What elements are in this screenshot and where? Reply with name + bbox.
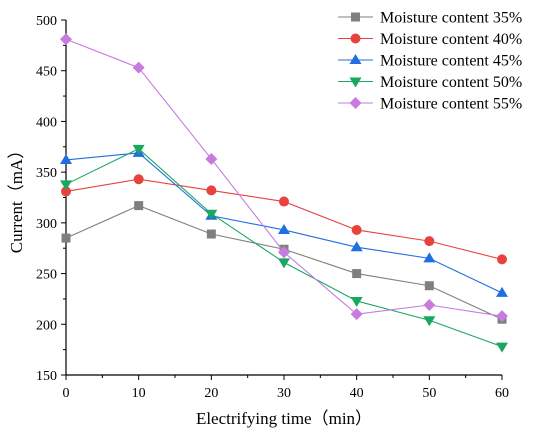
data-point: [60, 153, 72, 164]
series-3: [60, 146, 508, 297]
data-point: [133, 174, 144, 185]
x-tick-label: 50: [422, 386, 436, 401]
x-tick-label: 60: [495, 386, 509, 401]
legend-item: Moisture content 40%: [338, 31, 522, 48]
legend: Moisture content 35% Moisture content 40%…: [338, 10, 522, 113]
data-point: [278, 246, 290, 259]
data-point: [423, 252, 436, 263]
legend-marker: [351, 12, 360, 22]
y-tick-label: 350: [36, 166, 57, 181]
axes: 0 10 20 30 40 50 60 150 200 250 300 350 400 450 500: [36, 14, 509, 401]
series-line: [65, 152, 503, 294]
y-tick-label: 500: [36, 14, 57, 29]
legend-item: Moisture content 35%: [338, 10, 522, 27]
data-point: [423, 316, 436, 327]
data-point: [61, 233, 71, 243]
legend-marker: [349, 77, 362, 88]
data-point: [350, 241, 363, 252]
series-2: [61, 174, 507, 265]
legend-item: Moisture content 45%: [338, 53, 522, 70]
data-point: [132, 144, 145, 155]
data-point: [206, 185, 217, 196]
x-tick-label: 20: [204, 386, 218, 401]
data-point: [352, 269, 362, 279]
legend-marker: [349, 54, 362, 64]
legend-label: Moisture content 35%: [380, 10, 522, 27]
data-point: [496, 286, 508, 297]
data-point: [424, 281, 434, 291]
x-axis-title: Electrifying time（min）: [196, 409, 372, 428]
data-point: [278, 258, 290, 269]
y-tick-label: 450: [36, 65, 57, 80]
y-tick-label: 300: [36, 217, 57, 232]
legend-item: Moisture content 50%: [338, 74, 522, 91]
data-point: [497, 254, 507, 265]
data-point: [60, 33, 72, 46]
y-tick-label: 200: [36, 318, 57, 333]
data-point: [278, 223, 290, 234]
data-point: [423, 299, 436, 312]
data-point: [496, 342, 508, 353]
x-tick-label: 0: [63, 386, 70, 401]
y-tick-label: 400: [36, 115, 57, 130]
series-5: [60, 33, 508, 323]
data-point: [350, 308, 363, 321]
legend-marker: [349, 97, 362, 109]
data-point: [132, 61, 145, 74]
legend-label: Moisture content 40%: [380, 31, 522, 48]
data-point: [351, 224, 362, 235]
data-point: [350, 296, 363, 307]
data-point: [206, 229, 216, 239]
x-tick-label: 40: [350, 386, 364, 401]
legend-label: Moisture content 55%: [380, 96, 522, 113]
data-point: [134, 201, 144, 211]
legend-marker: [350, 33, 361, 44]
data-point: [60, 180, 72, 191]
y-tick-label: 250: [36, 268, 57, 283]
legend-label: Moisture content 50%: [380, 74, 522, 91]
legend-label: Moisture content 45%: [380, 53, 522, 70]
data-point: [424, 236, 435, 247]
data-point: [61, 186, 71, 197]
data-point: [205, 152, 218, 165]
series-4: [60, 144, 508, 353]
data-point: [279, 196, 289, 207]
data-point: [496, 310, 508, 323]
data-point: [205, 209, 218, 220]
series-group: [60, 33, 508, 353]
legend-item: Moisture content 55%: [338, 96, 522, 113]
y-axis-title: Current（mA）: [7, 142, 26, 253]
x-tick-label: 30: [277, 386, 291, 401]
x-tick-label: 10: [132, 386, 146, 401]
y-tick-label: 150: [36, 369, 57, 384]
